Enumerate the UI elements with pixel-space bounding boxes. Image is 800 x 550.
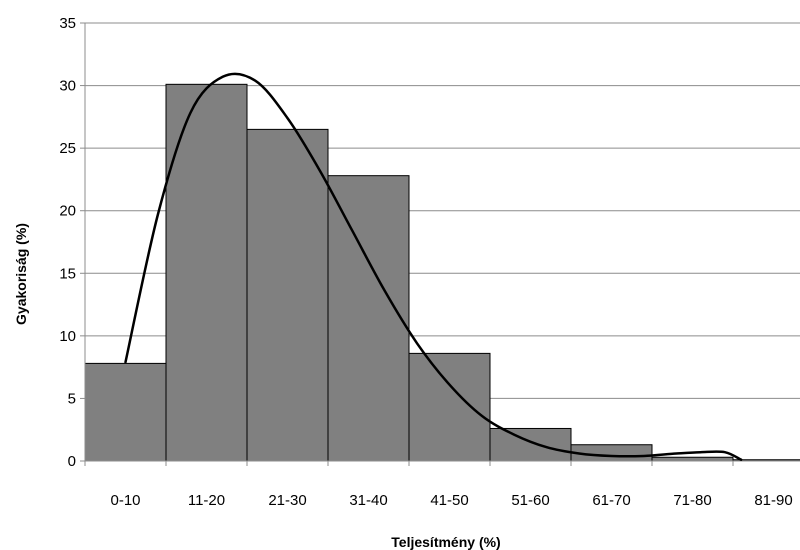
x-tick-label: 11-20 xyxy=(188,492,225,509)
fitted-curve xyxy=(124,72,743,461)
y-tick-label: 25 xyxy=(59,140,76,157)
bar xyxy=(84,362,167,462)
bar xyxy=(327,175,410,462)
y-tick-label: 0 xyxy=(68,453,76,470)
x-tick-label: 51-60 xyxy=(511,492,549,509)
y-tick-label: 5 xyxy=(68,390,76,407)
y-tick-label: 20 xyxy=(59,203,76,220)
x-tick-labels: 0-10 11-20 21-30 31-40 41-50 51-60 61-70 71-80 8… xyxy=(110,492,792,509)
x-tick-label: 41-50 xyxy=(430,492,468,509)
x-tick-label: 71-80 xyxy=(673,492,711,509)
y-tick-labels: 0 5 10 15 20 25 30 35 xyxy=(59,15,76,470)
bar xyxy=(408,352,491,462)
x-tick-label: 31-40 xyxy=(349,492,387,509)
y-tick-label: 30 xyxy=(59,78,76,95)
y-tick-label: 15 xyxy=(59,265,76,282)
bar xyxy=(489,427,572,462)
x-axis-title: Teljesítmény (%) xyxy=(391,534,500,550)
y-tick-label: 35 xyxy=(59,15,76,32)
bars xyxy=(84,83,800,462)
x-tick-label: 61-70 xyxy=(592,492,630,509)
x-tick-label: 81-90 xyxy=(754,492,792,509)
fitted-curve-line xyxy=(124,72,743,461)
y-axis-title: Gyakoriság (%) xyxy=(13,223,29,325)
x-tick-label: 0-10 xyxy=(110,492,140,509)
x-tick-label: 21-30 xyxy=(268,492,306,509)
axes xyxy=(80,22,800,466)
y-tick-label: 10 xyxy=(59,328,76,345)
bar xyxy=(651,456,734,462)
bar xyxy=(246,128,329,462)
